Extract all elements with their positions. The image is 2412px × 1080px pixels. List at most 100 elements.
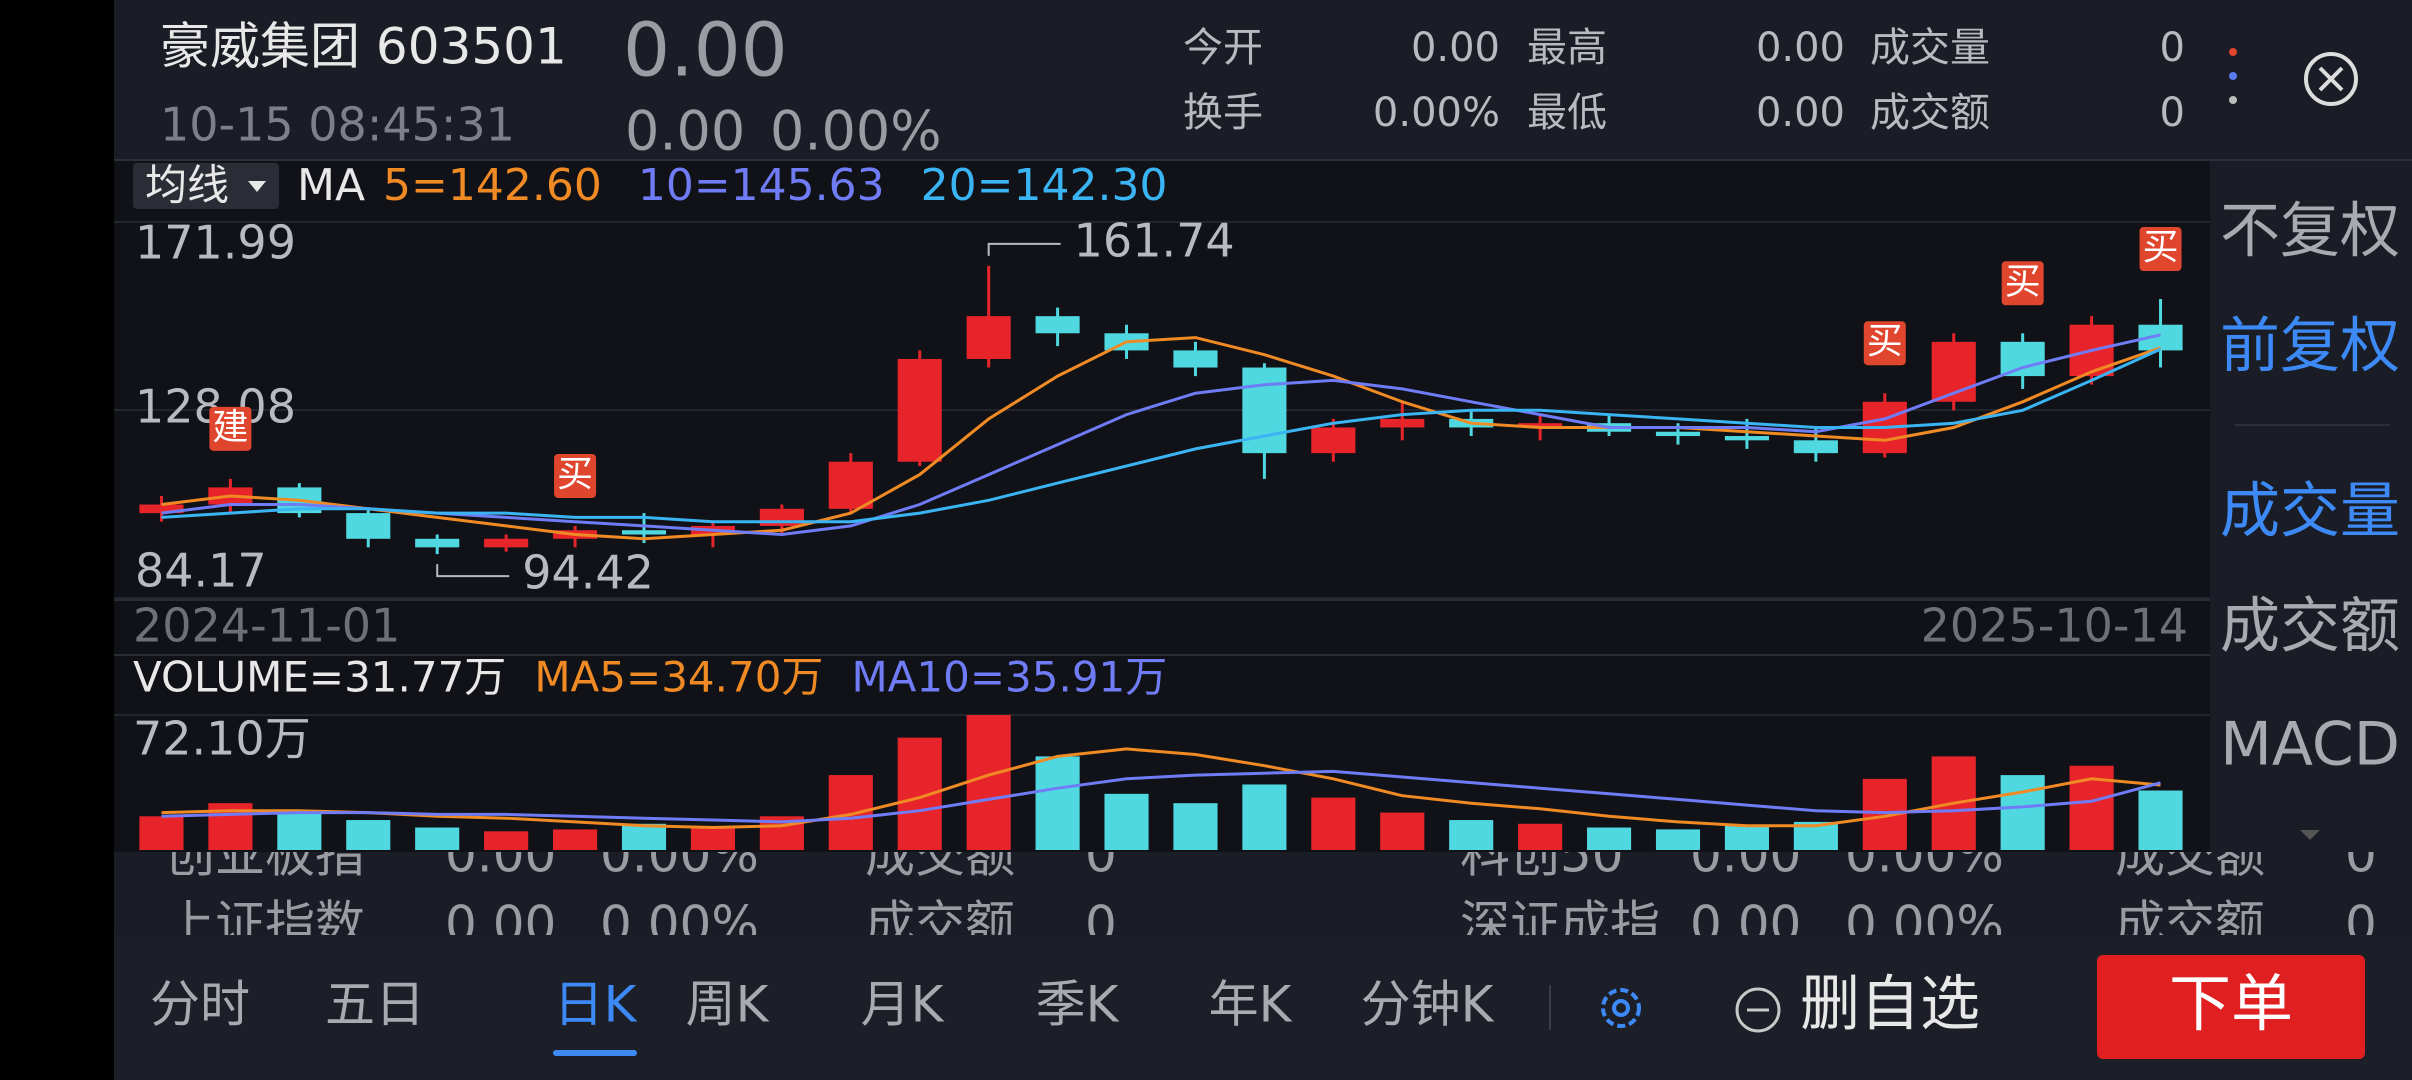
volume-tick-label: 72.10万 bbox=[133, 712, 311, 766]
sidebar-option[interactable]: 前复权 bbox=[2220, 312, 2400, 382]
first-date: 2024-11-01 bbox=[133, 599, 400, 653]
volume-bar bbox=[1311, 797, 1356, 850]
candle-body bbox=[621, 530, 667, 535]
quote-label: 成交额 bbox=[1870, 90, 1990, 136]
candle-body bbox=[1173, 350, 1218, 368]
volume-bar bbox=[415, 827, 460, 850]
y-tick-label: 84.17 bbox=[135, 544, 267, 598]
volume-label: VOLUME=31.77万 bbox=[133, 653, 506, 702]
signal-badge bbox=[1863, 321, 1906, 366]
dropdown-arrow bbox=[248, 181, 266, 192]
quote-value: 0.00 bbox=[1411, 25, 1500, 71]
sidebar-option[interactable]: MACD bbox=[2220, 710, 2400, 780]
period-tab[interactable]: 分钟K bbox=[1361, 976, 1495, 1034]
volume-bar bbox=[828, 775, 873, 850]
quote-value: 0 bbox=[2160, 25, 2185, 71]
legend-entry: 10=145.63 bbox=[638, 160, 885, 211]
quote-value: 0.00% bbox=[1373, 90, 1500, 136]
volume-bar bbox=[2000, 775, 2045, 850]
quote-label: 今开 bbox=[1183, 25, 1263, 71]
candle-body bbox=[1724, 436, 1769, 441]
order-button-label: 下单 bbox=[2169, 967, 2293, 1040]
candle-body bbox=[346, 513, 391, 539]
period-tab[interactable]: 五日 bbox=[325, 976, 425, 1034]
menu-dot bbox=[2229, 96, 2237, 104]
volume-legend-entry: MA10=35.91万 bbox=[851, 653, 1167, 702]
quote-label: 换手 bbox=[1183, 90, 1263, 136]
volume-bar bbox=[1518, 823, 1563, 850]
volume-bar bbox=[1035, 756, 1080, 850]
volume-bar bbox=[2138, 790, 2183, 850]
price-change-pct: 0.00% bbox=[770, 100, 942, 163]
candle-body bbox=[484, 538, 529, 548]
order-button[interactable]: 下单 bbox=[2097, 955, 2365, 1059]
volume-bar bbox=[1587, 827, 1632, 850]
ma-line bbox=[161, 333, 2161, 537]
signal-label: 买 bbox=[557, 454, 593, 495]
ma-line bbox=[161, 347, 2162, 524]
signal-label: 买 bbox=[1867, 321, 1903, 362]
min-leader bbox=[436, 564, 510, 578]
volume-bar bbox=[1724, 825, 1769, 850]
close-button[interactable] bbox=[2304, 52, 2358, 106]
sidebar-option[interactable]: 成交额 bbox=[2220, 592, 2400, 662]
menu-dot bbox=[2229, 72, 2237, 80]
legend-entry: 20=142.30 bbox=[921, 160, 1168, 211]
candle-body bbox=[1035, 316, 1080, 334]
index-strip-bg bbox=[114, 840, 2412, 950]
volume-bar bbox=[553, 829, 598, 850]
signal-badge bbox=[2001, 261, 2044, 306]
period-tab[interactable]: 季K bbox=[1036, 976, 1120, 1034]
gear-outer bbox=[1601, 988, 1641, 1028]
watchlist-button[interactable]: 删自选 bbox=[1735, 970, 1980, 1040]
sidebar-bg bbox=[2210, 160, 2412, 852]
header: 豪威集团 603501 0.00 10-15 08:45:31 0.00 0.0… bbox=[160, 8, 2358, 163]
volume-bar bbox=[690, 827, 735, 850]
signal-badge bbox=[209, 406, 252, 451]
candle-body bbox=[1793, 440, 1838, 454]
indicator-button-bg bbox=[133, 163, 279, 209]
indicator-button[interactable]: 均线 bbox=[133, 161, 279, 210]
period-tab[interactable]: 周K bbox=[686, 976, 770, 1034]
volume-ma-line bbox=[161, 769, 2161, 824]
legend-entry: 5=142.60 bbox=[383, 160, 602, 211]
period-tab[interactable]: 年K bbox=[1209, 976, 1293, 1034]
period-tab[interactable]: 日K bbox=[554, 976, 638, 1034]
volume-bar bbox=[1104, 793, 1149, 850]
candle-body bbox=[1655, 431, 1701, 437]
volume-bar bbox=[346, 820, 391, 850]
quote-time: 10-15 08:45:31 bbox=[160, 98, 515, 152]
settings-button[interactable] bbox=[1601, 988, 1641, 1028]
header-bg bbox=[114, 0, 2412, 160]
stock-name: 豪威集团 603501 bbox=[160, 18, 567, 76]
volume-bar bbox=[1173, 803, 1218, 850]
candle-body bbox=[966, 316, 1011, 359]
candle-body bbox=[759, 508, 804, 526]
tab-underline bbox=[553, 1050, 637, 1056]
sidebar-option[interactable]: 成交量 bbox=[2220, 477, 2400, 547]
volume-bar bbox=[1655, 829, 1701, 850]
candle-body bbox=[1380, 418, 1425, 428]
candle-body bbox=[1311, 427, 1356, 454]
max-leader bbox=[987, 242, 1061, 256]
tab-bar: 删自选 下单 分时 五日 日K 周K 月K 季K 年K 分钟K bbox=[150, 955, 2365, 1059]
candle-body bbox=[139, 504, 184, 514]
sidebar-option[interactable]: 不复权 bbox=[2220, 197, 2400, 267]
min-label: 94.42 bbox=[522, 546, 654, 600]
gear-inner bbox=[1612, 999, 1630, 1017]
minus-circle bbox=[1735, 987, 1781, 1033]
signal-label: 建 bbox=[212, 407, 248, 448]
period-tab[interactable]: 分时 bbox=[150, 976, 250, 1034]
sidebar-more-arrow bbox=[2300, 830, 2320, 840]
candle-body bbox=[2000, 341, 2045, 377]
volume-ma-line bbox=[161, 747, 2161, 830]
period-tab[interactable]: 月K bbox=[861, 976, 945, 1034]
candle-body bbox=[1518, 423, 1563, 428]
candle-body bbox=[415, 538, 460, 548]
volume-bar bbox=[1380, 812, 1425, 850]
order-button-bg bbox=[2097, 955, 2365, 1059]
signal-label: 买 bbox=[2143, 227, 2179, 268]
quote-value: 0 bbox=[2160, 90, 2185, 136]
signal-badge bbox=[2139, 227, 2182, 272]
